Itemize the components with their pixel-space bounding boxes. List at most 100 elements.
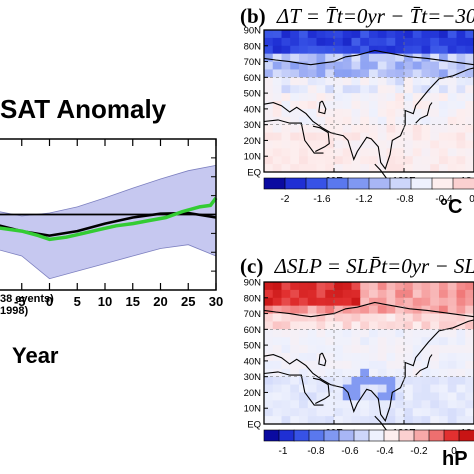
map-cell	[386, 408, 396, 417]
coastline	[415, 102, 433, 124]
map-cell	[316, 289, 326, 299]
map-cell	[404, 337, 414, 346]
map-cell	[386, 384, 396, 394]
map-cell	[421, 400, 431, 409]
legend-events: 38 events)	[0, 293, 54, 305]
map-cell	[264, 93, 274, 102]
map-cell	[421, 148, 431, 157]
map-cell	[342, 45, 353, 55]
map-cell	[264, 77, 274, 86]
map-cell	[369, 140, 379, 149]
map-cell	[281, 408, 291, 417]
map-cell	[369, 337, 379, 346]
map-cell	[430, 282, 440, 291]
map-cell	[447, 368, 458, 378]
map-cell	[290, 353, 300, 362]
map-cell	[272, 337, 283, 346]
panel-b-equation: ΔT = T̄t=0yr − T̄t=−30yr	[276, 4, 474, 28]
map-cell	[377, 305, 388, 315]
map-cell	[351, 116, 361, 126]
map-cell	[264, 37, 274, 47]
colorbar-swatch	[368, 177, 391, 190]
map-cell	[290, 337, 300, 346]
map-cell	[281, 345, 291, 354]
map-cell	[386, 368, 396, 378]
map-cell	[456, 360, 466, 370]
map-cell	[299, 321, 309, 330]
map-cell	[377, 156, 388, 165]
map-cell	[299, 345, 309, 354]
colorbar-label: -0.2	[410, 446, 428, 457]
map-cell	[316, 45, 326, 55]
map-cell	[439, 93, 449, 102]
colorbar-label: 0	[451, 446, 457, 457]
map-cell	[465, 313, 474, 323]
map-cell	[430, 164, 440, 173]
map-cell	[281, 384, 291, 394]
map-cell	[316, 313, 326, 323]
map-cell	[272, 345, 283, 354]
map-cell	[447, 376, 458, 386]
map-cell	[264, 69, 274, 78]
colorbar-label: -0.4	[376, 446, 394, 457]
map-cell	[404, 384, 414, 394]
map-cell	[272, 156, 283, 165]
x-tick-label: 5	[74, 294, 81, 309]
map-cell	[377, 77, 388, 86]
map-cell	[456, 321, 466, 330]
map-cell	[465, 416, 474, 425]
map-cell	[334, 85, 344, 94]
map-cell	[369, 69, 379, 78]
map-cell	[272, 321, 283, 330]
map-cell	[465, 289, 474, 299]
map-cell	[281, 37, 291, 47]
map-cell	[395, 116, 405, 126]
map-cell	[334, 305, 344, 315]
map-cell	[439, 132, 449, 142]
map-cell	[377, 408, 388, 417]
map-cell	[395, 289, 405, 299]
map-cell	[465, 360, 474, 370]
map-cell	[395, 337, 405, 346]
map-cell	[386, 360, 396, 370]
coastline	[415, 354, 433, 376]
map-cell	[264, 313, 274, 323]
map-cell	[360, 353, 370, 362]
map-cell	[395, 148, 405, 157]
map-cell	[439, 289, 449, 299]
map-cell	[334, 30, 344, 39]
coastline	[263, 49, 474, 66]
lat-label: 50N	[244, 341, 262, 352]
lat-label: EQ	[247, 168, 261, 179]
map-cell	[377, 61, 388, 71]
map-cell	[439, 61, 449, 71]
map-cell	[369, 400, 379, 409]
map-cell	[281, 289, 291, 299]
colorbar-swatch	[410, 177, 433, 190]
colorbar-swatch	[263, 429, 280, 442]
map-cell	[377, 353, 388, 362]
map-cell	[351, 345, 361, 354]
map-cell	[430, 156, 440, 165]
map-cell	[421, 85, 431, 94]
map-cell	[404, 101, 414, 110]
map-cell	[272, 69, 283, 78]
panel-c-letter: (c)	[240, 254, 264, 278]
map-cell	[351, 93, 361, 102]
map-cell	[421, 289, 431, 299]
map-cell	[264, 132, 274, 142]
map-cell	[360, 108, 370, 118]
map-cell	[342, 85, 353, 94]
map-cell	[430, 353, 440, 362]
map-cell	[447, 345, 458, 354]
map-cell	[360, 37, 370, 47]
map-cell	[456, 305, 466, 315]
map-cell	[430, 297, 440, 307]
map-cell	[439, 101, 449, 110]
map-cell	[439, 353, 449, 362]
map-cell	[299, 77, 309, 86]
map-cell	[386, 376, 396, 386]
map-cell	[465, 282, 474, 291]
coastline	[374, 415, 389, 433]
map-cell	[325, 132, 335, 142]
